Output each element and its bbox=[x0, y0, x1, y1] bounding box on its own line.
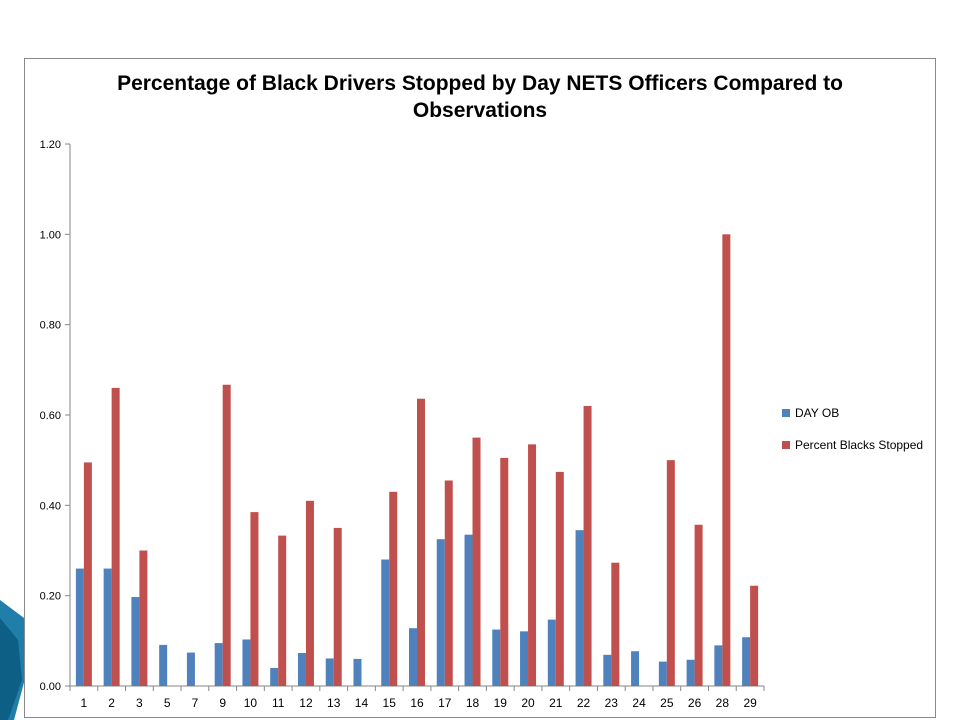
bar-percent-blacks-stopped-25 bbox=[666, 460, 675, 686]
x-tick-label: 28 bbox=[716, 696, 730, 710]
bar-day-ob-11 bbox=[270, 667, 279, 686]
bar-percent-blacks-stopped-28 bbox=[722, 234, 731, 687]
x-tick-label: 9 bbox=[219, 696, 226, 710]
bar-day-ob-2 bbox=[103, 568, 112, 686]
x-tick-label: 1 bbox=[81, 696, 88, 710]
bar-percent-blacks-stopped-9 bbox=[222, 384, 231, 686]
x-tick-label: 19 bbox=[494, 696, 508, 710]
bar-percent-blacks-stopped-3 bbox=[139, 550, 148, 686]
legend-label-day-ob: DAY OB bbox=[795, 406, 840, 420]
y-tick-label: 0.20 bbox=[40, 591, 61, 603]
bar-day-ob-20 bbox=[520, 631, 529, 686]
x-tick-label: 17 bbox=[438, 696, 452, 710]
bar-day-ob-14 bbox=[353, 658, 362, 686]
bar-day-ob-17 bbox=[436, 539, 445, 686]
bar-day-ob-1 bbox=[75, 568, 84, 686]
bar-percent-blacks-stopped-18 bbox=[472, 437, 481, 686]
bar-percent-blacks-stopped-26 bbox=[694, 524, 703, 686]
x-tick-label: 29 bbox=[743, 696, 757, 710]
bar-day-ob-13 bbox=[325, 658, 334, 686]
bar-percent-blacks-stopped-1 bbox=[83, 462, 92, 686]
x-tick-label: 24 bbox=[632, 696, 646, 710]
bar-day-ob-19 bbox=[492, 629, 501, 686]
x-tick-label: 15 bbox=[383, 696, 397, 710]
bar-percent-blacks-stopped-20 bbox=[528, 444, 537, 686]
bar-day-ob-22 bbox=[575, 530, 584, 686]
bar-day-ob-21 bbox=[547, 619, 556, 686]
y-tick-label: 0.00 bbox=[40, 681, 61, 693]
x-tick-label: 16 bbox=[410, 696, 424, 710]
bar-day-ob-23 bbox=[603, 654, 612, 686]
bar-day-ob-7 bbox=[186, 652, 195, 686]
bar-percent-blacks-stopped-29 bbox=[750, 585, 759, 686]
legend-label-percent-blacks-stopped: Percent Blacks Stopped bbox=[795, 438, 924, 452]
bar-day-ob-25 bbox=[658, 661, 667, 686]
bar-percent-blacks-stopped-10 bbox=[250, 512, 259, 686]
y-tick-label: 1.00 bbox=[40, 229, 61, 241]
x-tick-label: 20 bbox=[521, 696, 535, 710]
x-tick-label: 7 bbox=[192, 696, 199, 710]
chart-title-line-2: Observations bbox=[412, 99, 548, 122]
bar-day-ob-24 bbox=[631, 651, 640, 686]
bar-day-ob-9 bbox=[214, 643, 223, 686]
bar-percent-blacks-stopped-23 bbox=[611, 562, 620, 686]
x-tick-label: 26 bbox=[688, 696, 702, 710]
x-tick-label: 11 bbox=[272, 696, 285, 710]
legend-item-day-ob: DAY OB bbox=[782, 403, 923, 423]
bar-day-ob-28 bbox=[714, 645, 723, 686]
bar-percent-blacks-stopped-19 bbox=[500, 457, 509, 686]
chart-legend: DAY OB Percent Blacks Stopped bbox=[782, 403, 923, 467]
chart-title: Percentage of Black Drivers Stopped by D… bbox=[24, 70, 936, 124]
x-tick-label: 22 bbox=[577, 696, 591, 710]
x-tick-label: 2 bbox=[108, 696, 115, 710]
x-tick-label: 18 bbox=[466, 696, 480, 710]
x-tick-label: 25 bbox=[660, 696, 674, 710]
bar-percent-blacks-stopped-12 bbox=[305, 500, 314, 686]
bar-percent-blacks-stopped-16 bbox=[417, 398, 425, 686]
y-tick-label: 0.40 bbox=[40, 500, 61, 512]
bar-percent-blacks-stopped-15 bbox=[389, 491, 398, 686]
bar-percent-blacks-stopped-13 bbox=[333, 527, 342, 686]
x-tick-label: 23 bbox=[605, 696, 619, 710]
bar-day-ob-18 bbox=[464, 534, 473, 686]
bar-day-ob-12 bbox=[297, 653, 306, 686]
x-tick-label: 12 bbox=[299, 696, 313, 710]
bar-day-ob-3 bbox=[131, 597, 140, 686]
legend-swatch-percent-blacks-stopped bbox=[782, 441, 790, 449]
legend-swatch-day-ob bbox=[782, 409, 790, 417]
bar-day-ob-5 bbox=[159, 644, 168, 686]
bar-percent-blacks-stopped-21 bbox=[555, 471, 564, 686]
bar-day-ob-29 bbox=[742, 637, 751, 686]
chart-title-line-1: Percentage of Black Drivers Stopped by D… bbox=[117, 72, 843, 95]
y-tick-label: 1.20 bbox=[40, 139, 61, 151]
x-tick-label: 21 bbox=[549, 696, 563, 710]
x-tick-label: 13 bbox=[327, 696, 341, 710]
bar-percent-blacks-stopped-11 bbox=[278, 535, 287, 686]
y-tick-label: 0.60 bbox=[40, 410, 61, 422]
slide-corner-decoration bbox=[0, 600, 30, 720]
x-tick-label: 14 bbox=[355, 696, 369, 710]
bar-percent-blacks-stopped-22 bbox=[583, 405, 592, 686]
bar-percent-blacks-stopped-17 bbox=[444, 480, 453, 686]
bar-day-ob-15 bbox=[381, 559, 390, 686]
x-tick-label: 10 bbox=[244, 696, 258, 710]
legend-item-percent-blacks-stopped: Percent Blacks Stopped bbox=[782, 435, 923, 455]
y-tick-label: 0.80 bbox=[40, 320, 61, 332]
bar-day-ob-26 bbox=[686, 659, 695, 686]
x-tick-label: 3 bbox=[136, 696, 143, 710]
bar-percent-blacks-stopped-2 bbox=[111, 387, 120, 686]
x-tick-label: 5 bbox=[164, 696, 171, 710]
bar-day-ob-10 bbox=[242, 639, 251, 686]
bar-day-ob-16 bbox=[409, 628, 417, 686]
